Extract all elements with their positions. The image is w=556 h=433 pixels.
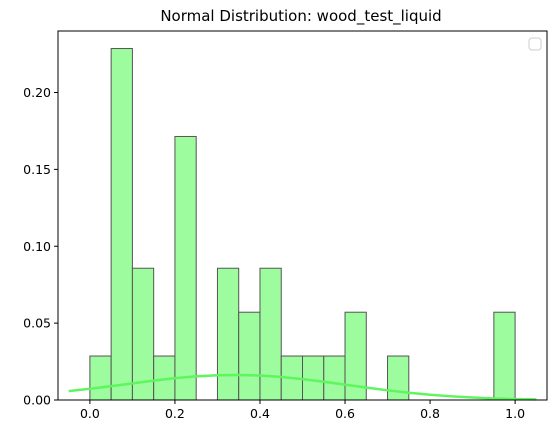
y-tick-label: 0.20 [23, 85, 51, 100]
histogram-bar [174, 135, 197, 401]
bars-layer [89, 48, 516, 401]
y-axis-ticks: 0.00 0.05 0.10 0.15 0.20 [23, 85, 58, 408]
chart-title: Normal Distribution: wood_test_liquid [160, 7, 441, 26]
x-tick-label: 0.8 [420, 406, 440, 421]
x-tick-label: 0.2 [165, 406, 185, 421]
density-curve [68, 373, 537, 401]
histogram-bar [323, 355, 346, 401]
histogram-bar [238, 311, 261, 401]
histogram-bar [216, 267, 240, 401]
y-tick-label: 0.10 [23, 239, 51, 254]
histogram-bar [89, 355, 112, 401]
x-tick-label: 0.0 [80, 406, 100, 421]
x-tick-label: 1.0 [505, 406, 525, 421]
y-tick-label: 0.00 [23, 393, 51, 408]
histogram-bar [493, 311, 516, 401]
histogram-bar [110, 48, 133, 401]
x-tick-label: 0.4 [250, 406, 270, 421]
y-tick-label: 0.05 [23, 316, 51, 331]
histogram-bar [302, 355, 325, 401]
histogram-bar [259, 267, 282, 401]
legend-box [528, 37, 542, 51]
x-tick-label: 0.6 [335, 406, 355, 421]
plot-frame [57, 30, 548, 401]
y-tick-label: 0.15 [23, 162, 51, 177]
x-axis-ticks: 0.0 0.2 0.4 0.6 0.8 1.0 [80, 400, 525, 421]
